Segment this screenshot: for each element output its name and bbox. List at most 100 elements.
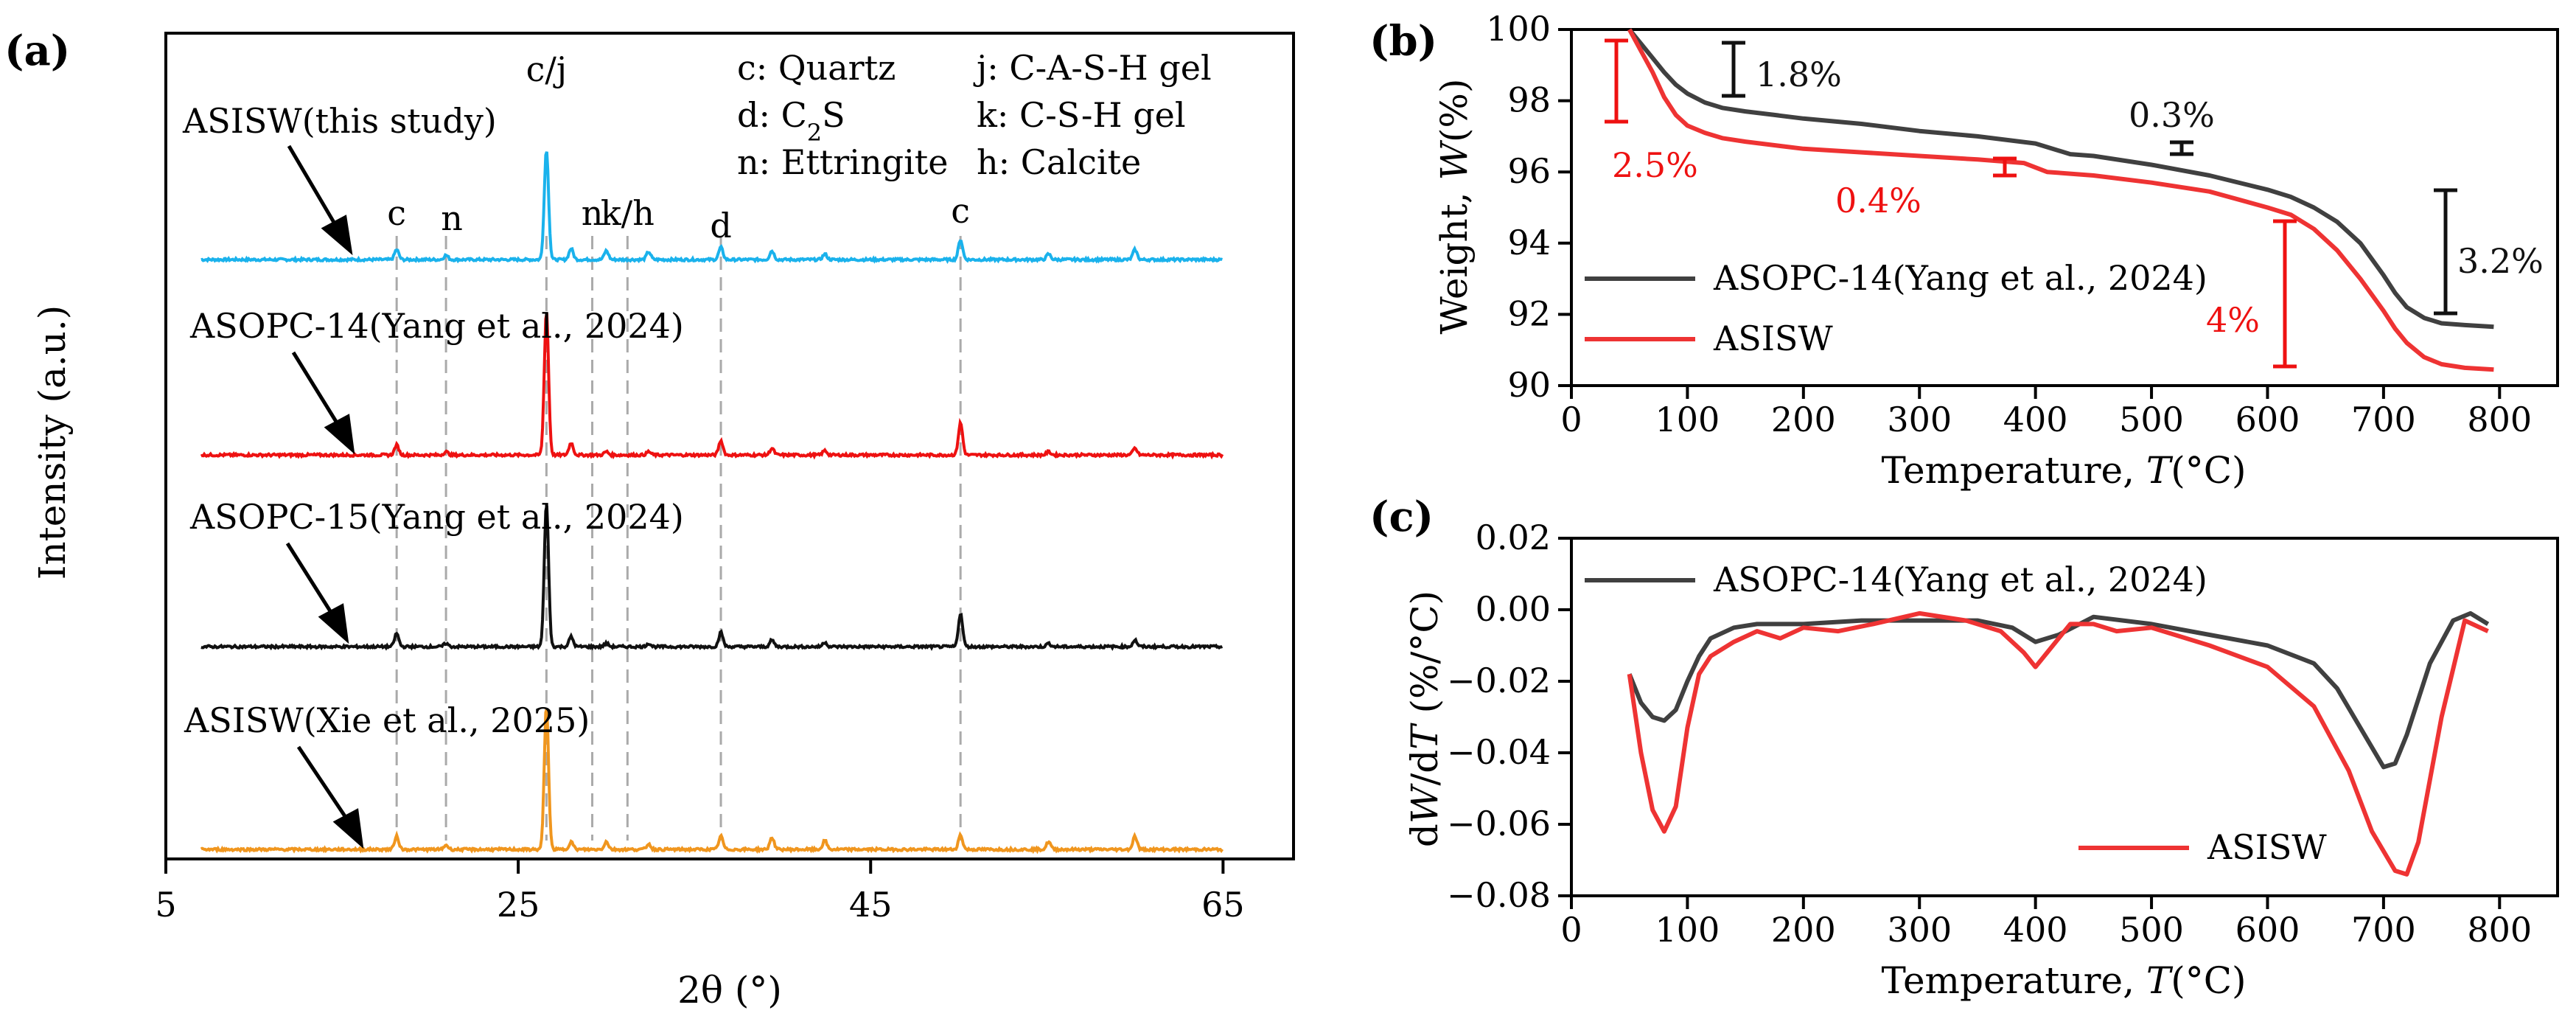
series-label-asopc-15: ASOPC-15(Yang et al., 2024) [189,497,684,537]
legend-csh: k: C-S-H gel [977,95,1186,135]
plot-frame-c [1570,537,2559,897]
x-tick-label: 0 [1560,400,1582,439]
y-tick-label: −0.02 [1447,661,1551,700]
peak-label: n [441,198,463,238]
bracket-4 [2273,219,2297,369]
y-tick-label: 96 [1507,151,1551,191]
annotation-3-2: 3.2% [2457,241,2544,281]
curve-asisw [1627,610,2489,877]
curve-asopc-14 [1627,610,2490,770]
peak-label: c [387,193,406,233]
legend-cash: j: C-A-S-H gel [973,48,1212,88]
legend-label-asisw-b: ASISW [1713,319,1833,358]
tga-curves [1627,28,2494,372]
bracket-1-8 [1722,41,1745,98]
xrd-trace-1 [200,151,1223,265]
xrd-trace-4 [200,708,1224,855]
x-tick-label: 700 [2351,910,2416,950]
plot-frame-a [164,32,1295,860]
x-tick-label: 200 [1771,400,1836,439]
legend-calcite: h: Calcite [977,142,1141,182]
x-tick-label: 200 [1771,910,1836,950]
y-tick-label: −0.06 [1447,804,1551,843]
x-tick-label-a: 65 [1201,885,1245,925]
x-tick-label: 400 [2003,910,2068,950]
y-tick-label: −0.04 [1447,732,1551,772]
y-tick-label: 92 [1507,293,1551,333]
y-tick-label: 90 [1507,365,1551,405]
phase-legend: c: Quartz j: C-A-S-H gel d: C2S k: C-S-H… [737,48,1212,182]
annotation-0-4: 0.4% [1835,181,1921,220]
x-tick-label: 500 [2119,910,2184,950]
x-tick-label: 100 [1655,400,1720,439]
x-tick-label: 600 [2235,400,2300,439]
annotation-4: 4% [2206,300,2260,340]
peak-label: d [710,206,731,246]
series-labels-a: ASISW(this study) ASOPC-14(Yang et al., … [182,101,684,740]
x-axis-title-a: 2θ (°) [677,969,782,1012]
arrow-4 [296,745,349,820]
arrowhead-4 [332,808,364,849]
panel-c: (c) 0 100 200 300 400 500 600 700 800 −0.08 −0.06 −… [1369,493,2559,1002]
x-tick-label: 800 [2467,400,2532,439]
legend-label-asisw-c: ASISW [2207,827,2327,867]
legend-c2s: d: C2S [737,95,845,147]
annotation-2-5: 2.5% [1612,145,1698,185]
arrow-3 [285,542,334,615]
x-tick-label-a: 5 [155,885,176,925]
y-tick-label: 0.02 [1476,518,1551,557]
peak-label: c [951,191,970,231]
legend-c: ASOPC-14(Yang et al., 2024) ASISW [1585,560,2327,867]
x-axis-title-b: Temperature, T(°C) [1882,449,2247,492]
y-tick-label: −0.08 [1447,875,1551,915]
x-tick-label-a: 25 [497,885,540,925]
panel-label-b: (b) [1369,17,1437,66]
y-axis-title-c: dW/dT (%/°C) [1403,591,1446,847]
series-label-asopc-14: ASOPC-14(Yang et al., 2024) [189,306,684,346]
annotation-1-8: 1.8% [1756,55,1842,94]
x-tick-label: 500 [2119,400,2184,439]
y-tick-label: 100 [1486,9,1551,49]
legend-b: ASOPC-14(Yang et al., 2024) ASISW [1585,258,2207,358]
panel-label-c: (c) [1369,493,1434,541]
peak-labels-a: c/jc n nk/h d c [387,49,970,246]
legend-quartz: c: Quartz [737,48,896,88]
panel-b: (b) 0 100 200 300 400 500 600 700 800 90 92 94 96 98 1… [1369,9,2559,492]
mass-loss-brackets [1605,38,2457,369]
panel-a: (a) Intensity (a.u.) 2θ (°) 5 25 45 65 c/j c… [4,27,1295,1012]
plot-frame-b [1570,28,2559,387]
y-axis-title-b: Weight, W(%) [1433,79,1476,335]
bracket-3-2 [2434,188,2457,316]
ticks-b: 0 100 200 300 400 500 600 700 800 90 92 94 96 98 100 [1486,9,2532,439]
x-tick-label: 300 [1887,910,1952,950]
x-tick-label: 700 [2351,400,2416,439]
panel-label-a: (a) [4,27,70,75]
peak-label: k/h [601,193,655,233]
arrowhead-2 [324,414,355,455]
x-tick-label-a: 45 [849,885,893,925]
x-tick-label: 300 [1887,400,1952,439]
xrd-trace-2 [200,313,1224,460]
xrd-trace-3 [200,505,1224,651]
arrows-a [285,145,364,849]
x-tick-label: 100 [1655,910,1720,950]
series-label-asisw-this-study: ASISW(this study) [182,101,497,141]
bracket-2-5 [1605,38,1628,124]
y-tick-label: 94 [1507,223,1551,262]
x-ticks-a: 5 25 45 65 [155,859,1245,925]
reference-lines-a [395,236,962,841]
bracket-0-3 [2170,140,2193,156]
x-tick-label: 600 [2235,910,2300,950]
legend-ettringite: n: Ettringite [737,142,949,182]
arrowhead-1 [321,215,353,256]
x-tick-label: 400 [2003,400,2068,439]
y-tick-label: 0.00 [1476,589,1551,629]
arrow-2 [291,351,340,425]
dtg-curves [1627,610,2490,877]
y-axis-title-a: Intensity (a.u.) [31,305,74,580]
x-tick-label: 800 [2467,910,2532,950]
x-axis-title-c: Temperature, T(°C) [1882,959,2247,1002]
peak-label: n [582,193,604,233]
peak-label: c/j [526,49,568,89]
